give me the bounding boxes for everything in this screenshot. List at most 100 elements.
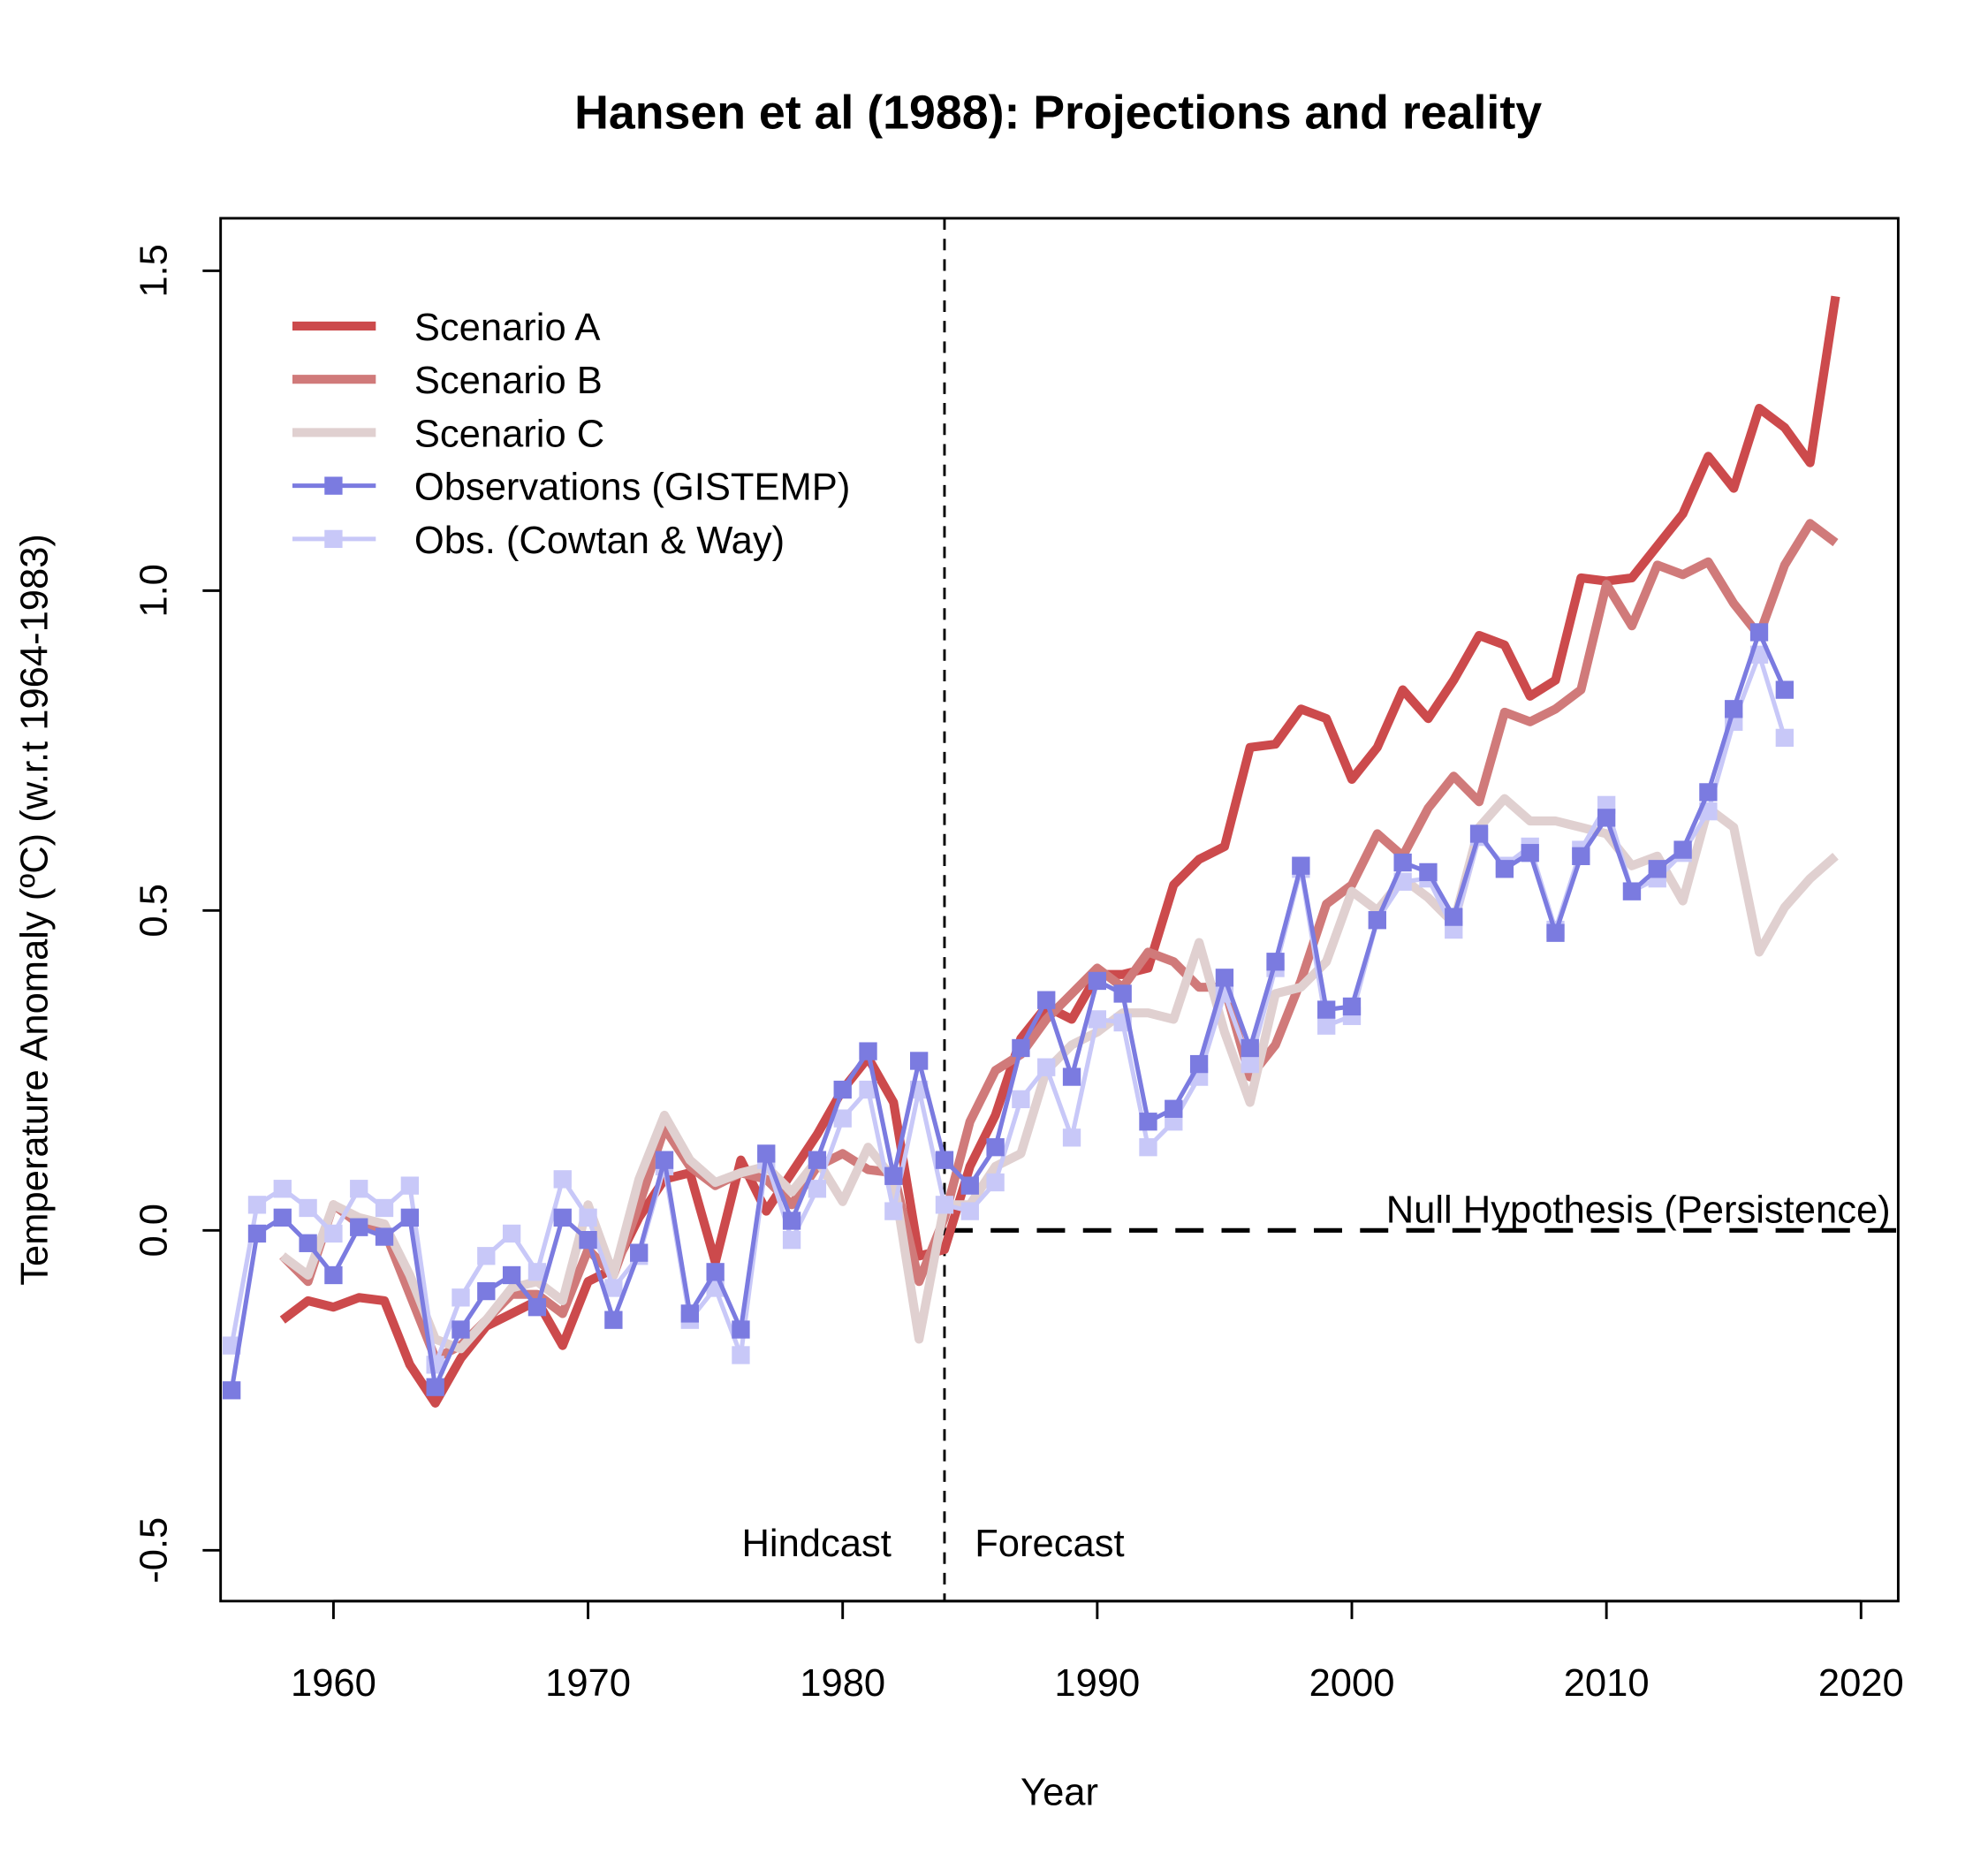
data-point-observations-gistemp- <box>1393 853 1412 872</box>
data-point-obs-cowtan-way- <box>1037 1058 1056 1076</box>
data-point-observations-gistemp- <box>986 1138 1005 1157</box>
data-point-observations-gistemp- <box>426 1378 444 1396</box>
data-point-observations-gistemp- <box>451 1320 470 1339</box>
data-point-observations-gistemp- <box>1775 680 1795 699</box>
y-tick-label: 1.5 <box>133 244 176 298</box>
data-point-obs-cowtan-way- <box>782 1231 801 1250</box>
legend-marker-observations-gistemp- <box>324 476 343 495</box>
data-point-obs-cowtan-way- <box>579 1208 597 1227</box>
legend-marker-obs-cowtan-way- <box>324 529 343 549</box>
data-point-obs-cowtan-way- <box>1139 1138 1157 1157</box>
data-point-observations-gistemp- <box>324 1265 343 1285</box>
series-line-obs-cowtan-way- <box>229 652 1787 1367</box>
data-point-observations-gistemp- <box>1546 923 1565 942</box>
data-point-obs-cowtan-way- <box>299 1198 317 1218</box>
data-point-observations-gistemp- <box>1368 911 1386 930</box>
data-point-observations-gistemp- <box>1521 844 1539 862</box>
data-point-obs-cowtan-way- <box>247 1196 267 1214</box>
data-point-observations-gistemp- <box>782 1212 801 1230</box>
data-point-observations-gistemp- <box>1317 1000 1336 1019</box>
data-point-observations-gistemp- <box>655 1151 674 1169</box>
data-point-obs-cowtan-way- <box>808 1180 827 1198</box>
data-point-obs-cowtan-way- <box>986 1173 1005 1192</box>
y-tick-label: 1.0 <box>133 564 176 618</box>
y-tick-label: 0.5 <box>133 884 176 938</box>
x-tick-label: 1970 <box>545 1662 631 1705</box>
data-point-observations-gistemp- <box>1597 809 1616 827</box>
data-point-obs-cowtan-way- <box>1012 1090 1030 1109</box>
chart-title: Hansen et al (1988): Projections and rea… <box>574 86 1542 139</box>
data-point-observations-gistemp- <box>960 1176 979 1195</box>
data-point-observations-gistemp- <box>1699 783 1718 802</box>
data-point-obs-cowtan-way- <box>273 1180 292 1198</box>
data-point-obs-cowtan-way- <box>1088 1010 1107 1029</box>
data-point-obs-cowtan-way- <box>400 1176 420 1195</box>
y-axis-label: Temperature Anomaly (ºC) (w.r.t 1964-198… <box>14 534 57 1286</box>
data-point-observations-gistemp- <box>553 1208 572 1227</box>
data-point-observations-gistemp- <box>706 1263 725 1281</box>
data-point-observations-gistemp- <box>1572 847 1590 865</box>
data-point-observations-gistemp- <box>1037 991 1056 1009</box>
data-point-obs-cowtan-way- <box>604 1279 623 1297</box>
forecast-label: Forecast <box>975 1523 1124 1565</box>
data-point-observations-gistemp- <box>680 1304 699 1323</box>
data-point-obs-cowtan-way- <box>350 1180 368 1198</box>
legend-label-observations-gistemp-: Observations (GISTEMP) <box>414 467 850 509</box>
data-point-observations-gistemp- <box>1469 824 1489 843</box>
legend-label-obs-cowtan-way-: Obs. (Cowtan & Way) <box>414 520 785 562</box>
data-point-observations-gistemp- <box>1215 969 1234 987</box>
x-tick-label: 1990 <box>1054 1662 1140 1705</box>
data-point-observations-gistemp- <box>273 1208 292 1227</box>
data-point-observations-gistemp- <box>1445 908 1463 926</box>
data-point-obs-cowtan-way- <box>859 1080 877 1099</box>
data-point-obs-cowtan-way- <box>935 1196 954 1214</box>
x-tick-label: 2010 <box>1564 1662 1650 1705</box>
data-point-observations-gistemp- <box>1088 971 1107 991</box>
data-point-obs-cowtan-way- <box>884 1202 903 1220</box>
data-point-observations-gistemp- <box>502 1265 521 1285</box>
data-point-obs-cowtan-way- <box>1775 728 1795 748</box>
data-point-observations-gistemp- <box>604 1311 623 1329</box>
data-point-observations-gistemp- <box>1165 1099 1183 1118</box>
data-point-observations-gistemp- <box>732 1320 750 1339</box>
data-point-obs-cowtan-way- <box>732 1346 750 1364</box>
data-point-obs-cowtan-way- <box>1317 1016 1336 1035</box>
data-point-observations-gistemp- <box>1622 882 1642 900</box>
data-point-observations-gistemp- <box>1648 860 1666 878</box>
legend-label-scenario-b: Scenario B <box>414 360 603 402</box>
data-point-observations-gistemp- <box>1062 1068 1081 1086</box>
data-point-observations-gistemp- <box>579 1231 597 1250</box>
data-point-obs-cowtan-way- <box>324 1224 343 1243</box>
data-point-obs-cowtan-way- <box>502 1224 521 1243</box>
data-point-observations-gistemp- <box>477 1281 496 1301</box>
x-tick-label: 1980 <box>800 1662 885 1705</box>
data-point-observations-gistemp- <box>400 1208 420 1227</box>
y-axis: -0.5 0.0 0.5 1.0 1.5 <box>133 244 221 1584</box>
data-point-obs-cowtan-way- <box>527 1263 547 1281</box>
x-tick-label: 2000 <box>1309 1662 1395 1705</box>
data-point-observations-gistemp- <box>1266 953 1285 971</box>
data-point-observations-gistemp- <box>808 1151 827 1169</box>
data-point-observations-gistemp- <box>1673 840 1692 859</box>
data-point-observations-gistemp- <box>1292 856 1310 875</box>
data-point-observations-gistemp- <box>1725 700 1743 718</box>
y-tick-label: -0.5 <box>133 1517 176 1584</box>
series-group <box>223 217 1899 1601</box>
data-point-observations-gistemp- <box>884 1166 903 1185</box>
series-line-observations-gistemp- <box>229 629 1787 1391</box>
x-tick-label: 2020 <box>1818 1662 1904 1705</box>
hindcast-label: Hindcast <box>741 1523 891 1565</box>
x-axis: 1960 1970 1980 1990 2000 2010 2020 <box>291 1599 1904 1705</box>
data-point-observations-gistemp- <box>1189 1054 1209 1074</box>
data-point-observations-gistemp- <box>757 1144 776 1163</box>
plot-area <box>223 217 1899 1601</box>
data-point-observations-gistemp- <box>935 1151 954 1169</box>
data-point-observations-gistemp- <box>527 1298 547 1317</box>
data-point-observations-gistemp- <box>350 1218 368 1236</box>
data-point-obs-cowtan-way- <box>1241 1054 1259 1074</box>
data-point-observations-gistemp- <box>1342 997 1362 1016</box>
data-point-obs-cowtan-way- <box>451 1288 470 1307</box>
y-tick-label: 0.0 <box>133 1204 176 1258</box>
legend-label-scenario-c: Scenario C <box>414 413 604 455</box>
data-point-observations-gistemp- <box>859 1042 877 1060</box>
